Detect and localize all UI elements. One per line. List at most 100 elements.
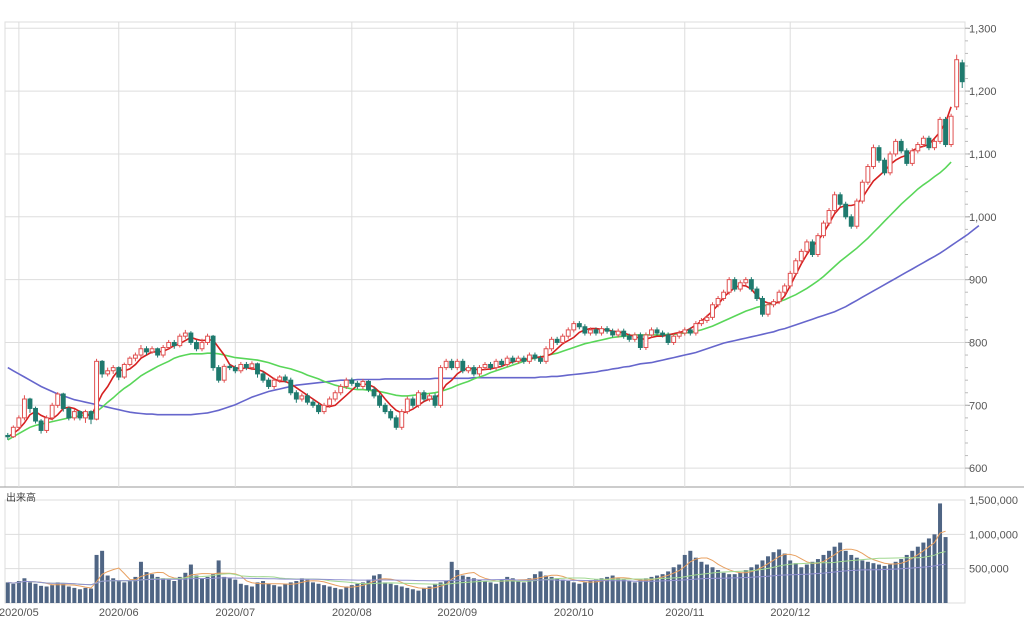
volume-bar (122, 582, 127, 603)
candle-body (432, 395, 438, 406)
candle-up (787, 270, 793, 289)
candle-down (754, 286, 760, 301)
candle-body (698, 319, 704, 325)
candle-body (532, 354, 538, 359)
candle-body (882, 159, 887, 174)
candle-down (371, 387, 377, 399)
price-tick-label: 900 (969, 275, 987, 287)
candle-up (327, 396, 333, 408)
candle-body (99, 360, 105, 375)
candle-down (27, 397, 33, 413)
candle-body (893, 140, 899, 155)
candle-up (776, 289, 782, 305)
candle-body (477, 367, 482, 375)
candle-body (138, 348, 144, 356)
candle-body (543, 348, 549, 362)
volume-bar (854, 557, 859, 603)
candle-body (399, 411, 405, 428)
volume-bar (655, 575, 660, 603)
candle-body (438, 367, 444, 406)
volume-bar (111, 578, 116, 603)
candle-body (676, 332, 682, 337)
volume-bar (255, 582, 260, 603)
candle-up (504, 355, 510, 367)
volume-bar (810, 561, 815, 603)
candle-up (299, 393, 305, 402)
date-tick-label: 2020/05 (0, 607, 39, 619)
candle-up (110, 365, 116, 374)
volume-bar (632, 582, 637, 603)
volume-bar (27, 582, 32, 603)
price-tick-label: 1,200 (969, 86, 997, 98)
volume-bar (266, 583, 271, 603)
candle-body (410, 398, 416, 406)
candle-up (465, 365, 471, 374)
candle-up (887, 151, 893, 176)
volume-bar (477, 579, 482, 603)
candle-up (16, 415, 22, 431)
candle-up (543, 346, 549, 364)
candle-body (199, 341, 205, 350)
candle-up (565, 327, 571, 339)
candle-down (943, 116, 949, 148)
volume-bar (233, 579, 238, 603)
candle-body (310, 401, 316, 406)
candle-down (660, 330, 666, 338)
volume-bar (327, 586, 332, 603)
candle-body (743, 279, 749, 284)
volume-bar (421, 587, 426, 603)
volume-bar (261, 581, 266, 603)
candle-body (948, 115, 954, 146)
volume-bar (582, 582, 587, 603)
candle-body (504, 357, 510, 365)
candle-up (643, 332, 649, 351)
volume-bar (172, 581, 177, 603)
volume-bar (777, 549, 782, 603)
candle-down (687, 327, 693, 336)
candle-down (116, 366, 122, 381)
date-tick-label: 2020/08 (332, 607, 372, 619)
candle-body (110, 367, 116, 372)
candle-down (626, 333, 632, 342)
candle-body (798, 250, 804, 262)
candle-body (105, 370, 111, 375)
candle-body (321, 404, 327, 413)
candle-down (432, 393, 438, 408)
candle-up (599, 326, 604, 336)
candle-down (637, 332, 643, 351)
candle-body (932, 140, 937, 149)
volume-bar (72, 587, 77, 603)
volume-average-line (7, 530, 946, 589)
candle-down (410, 396, 416, 408)
candle-down (66, 406, 72, 421)
candle-body (55, 393, 61, 406)
candle-up (127, 356, 133, 367)
volume-bar (704, 564, 709, 603)
candle-up (515, 355, 521, 364)
candle-body (721, 291, 727, 299)
candle-down (449, 358, 455, 371)
candle-body (44, 417, 50, 431)
volume-bar (538, 571, 543, 603)
candle-body (260, 373, 266, 381)
candle-body (610, 330, 616, 336)
volume-bar (127, 581, 132, 603)
short-moving-average-line (7, 106, 952, 438)
candle-body (460, 360, 466, 372)
candle-body (837, 194, 843, 205)
volume-bar (133, 576, 138, 603)
volume-bar (893, 561, 898, 603)
price-grid (0, 21, 1024, 488)
candle-body (660, 332, 666, 336)
volume-bar (749, 567, 754, 603)
candle-body (937, 118, 943, 142)
volume-bar (410, 589, 415, 603)
candle-body (449, 360, 455, 369)
candle-down (77, 410, 83, 421)
candle-body (243, 363, 249, 369)
candle-up (821, 220, 826, 239)
volume-bar (11, 583, 16, 603)
volume-bar (743, 570, 748, 603)
candle-body (221, 365, 227, 381)
